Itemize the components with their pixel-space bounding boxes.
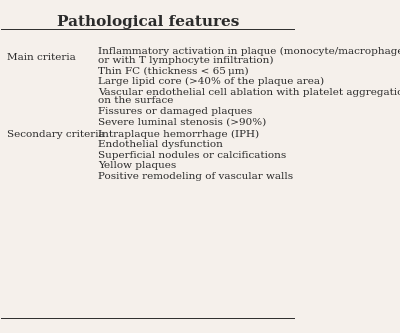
Text: Main criteria: Main criteria — [7, 53, 76, 62]
Text: Endothelial dysfunction: Endothelial dysfunction — [98, 140, 223, 149]
Text: Vascular endothelial cell ablation with platelet aggregation: Vascular endothelial cell ablation with … — [98, 88, 400, 97]
Text: Inflammatory activation in plaque (monocyte/macrophage: Inflammatory activation in plaque (monoc… — [98, 47, 400, 56]
Text: Yellow plaques: Yellow plaques — [98, 161, 176, 170]
Text: Fissures or damaged plaques: Fissures or damaged plaques — [98, 107, 252, 116]
Text: Superficial nodules or calcifications: Superficial nodules or calcifications — [98, 151, 286, 160]
Text: Secondary criteria: Secondary criteria — [7, 130, 105, 139]
Text: Large lipid core (>40% of the plaque area): Large lipid core (>40% of the plaque are… — [98, 77, 324, 86]
Text: Pathological features: Pathological features — [56, 15, 239, 29]
Text: Positive remodeling of vascular walls: Positive remodeling of vascular walls — [98, 172, 293, 181]
Text: Thin FC (thickness < 65 μm): Thin FC (thickness < 65 μm) — [98, 67, 249, 76]
Text: or with T lymphocyte infiltration): or with T lymphocyte infiltration) — [98, 56, 274, 65]
Text: on the surface: on the surface — [98, 96, 173, 105]
Text: Severe luminal stenosis (>90%): Severe luminal stenosis (>90%) — [98, 117, 266, 126]
Text: Intraplaque hemorrhage (IPH): Intraplaque hemorrhage (IPH) — [98, 130, 259, 139]
